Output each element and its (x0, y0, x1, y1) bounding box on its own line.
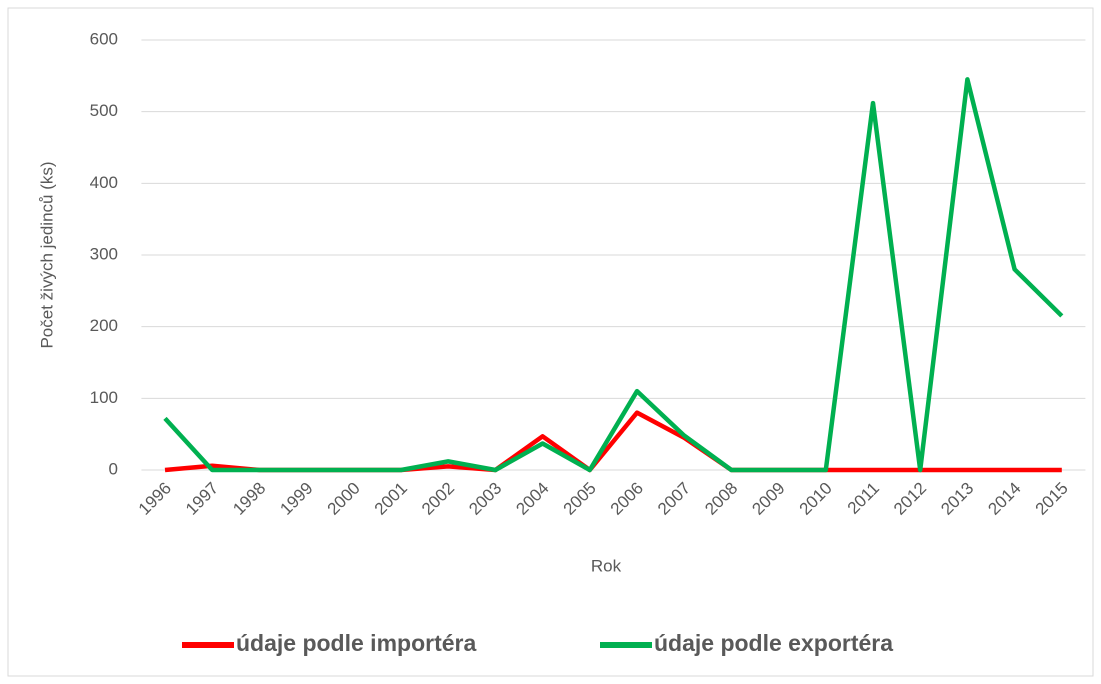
y-tick-label: 0 (109, 459, 118, 478)
legend-label: údaje podle importéra (236, 630, 476, 656)
y-tick-label: 100 (90, 388, 118, 407)
y-tick-label: 400 (90, 173, 118, 192)
y-tick-label: 200 (90, 316, 118, 335)
x-axis-title: Rok (591, 556, 622, 575)
chart-border (7, 7, 1094, 677)
series-line (163, 77, 1064, 473)
y-axis-title: Počet živých jedinců (ks) (37, 161, 56, 348)
y-tick-label: 600 (90, 29, 118, 48)
legend-label: údaje podle exportéra (654, 630, 893, 656)
y-tick-label: 500 (90, 101, 118, 120)
y-tick-label: 300 (90, 244, 118, 263)
